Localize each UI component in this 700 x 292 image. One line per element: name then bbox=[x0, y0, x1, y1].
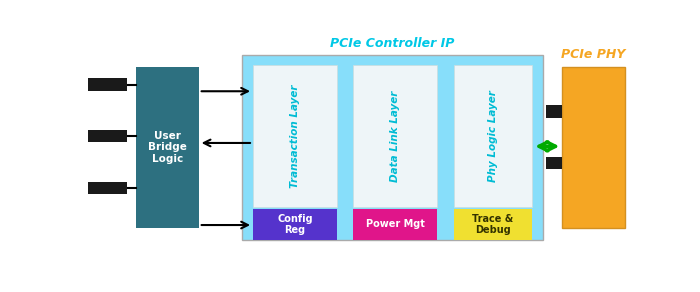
Bar bbox=[86, 130, 127, 142]
Bar bbox=[86, 182, 127, 194]
Bar bbox=[454, 65, 533, 207]
Bar bbox=[354, 209, 438, 240]
Text: User
Bridge
Logic: User Bridge Logic bbox=[148, 131, 187, 164]
Bar bbox=[547, 157, 561, 169]
Text: PCIe Controller IP: PCIe Controller IP bbox=[330, 37, 455, 50]
Bar bbox=[136, 67, 199, 228]
Bar bbox=[253, 65, 337, 207]
Text: Trace &
Debug: Trace & Debug bbox=[473, 214, 514, 235]
Bar bbox=[253, 209, 337, 240]
Text: Data Link Layer: Data Link Layer bbox=[391, 91, 400, 182]
Bar bbox=[242, 55, 543, 240]
Text: Power Mgt: Power Mgt bbox=[366, 220, 425, 230]
Text: PCIe PHY: PCIe PHY bbox=[561, 48, 626, 61]
Text: Phy Logic Layer: Phy Logic Layer bbox=[488, 90, 498, 182]
Text: Transaction Layer: Transaction Layer bbox=[290, 84, 300, 188]
Bar bbox=[562, 67, 624, 228]
Bar bbox=[547, 105, 561, 118]
Text: Config
Reg: Config Reg bbox=[277, 214, 313, 235]
Bar bbox=[86, 78, 127, 91]
Bar bbox=[354, 65, 438, 207]
Bar bbox=[454, 209, 533, 240]
